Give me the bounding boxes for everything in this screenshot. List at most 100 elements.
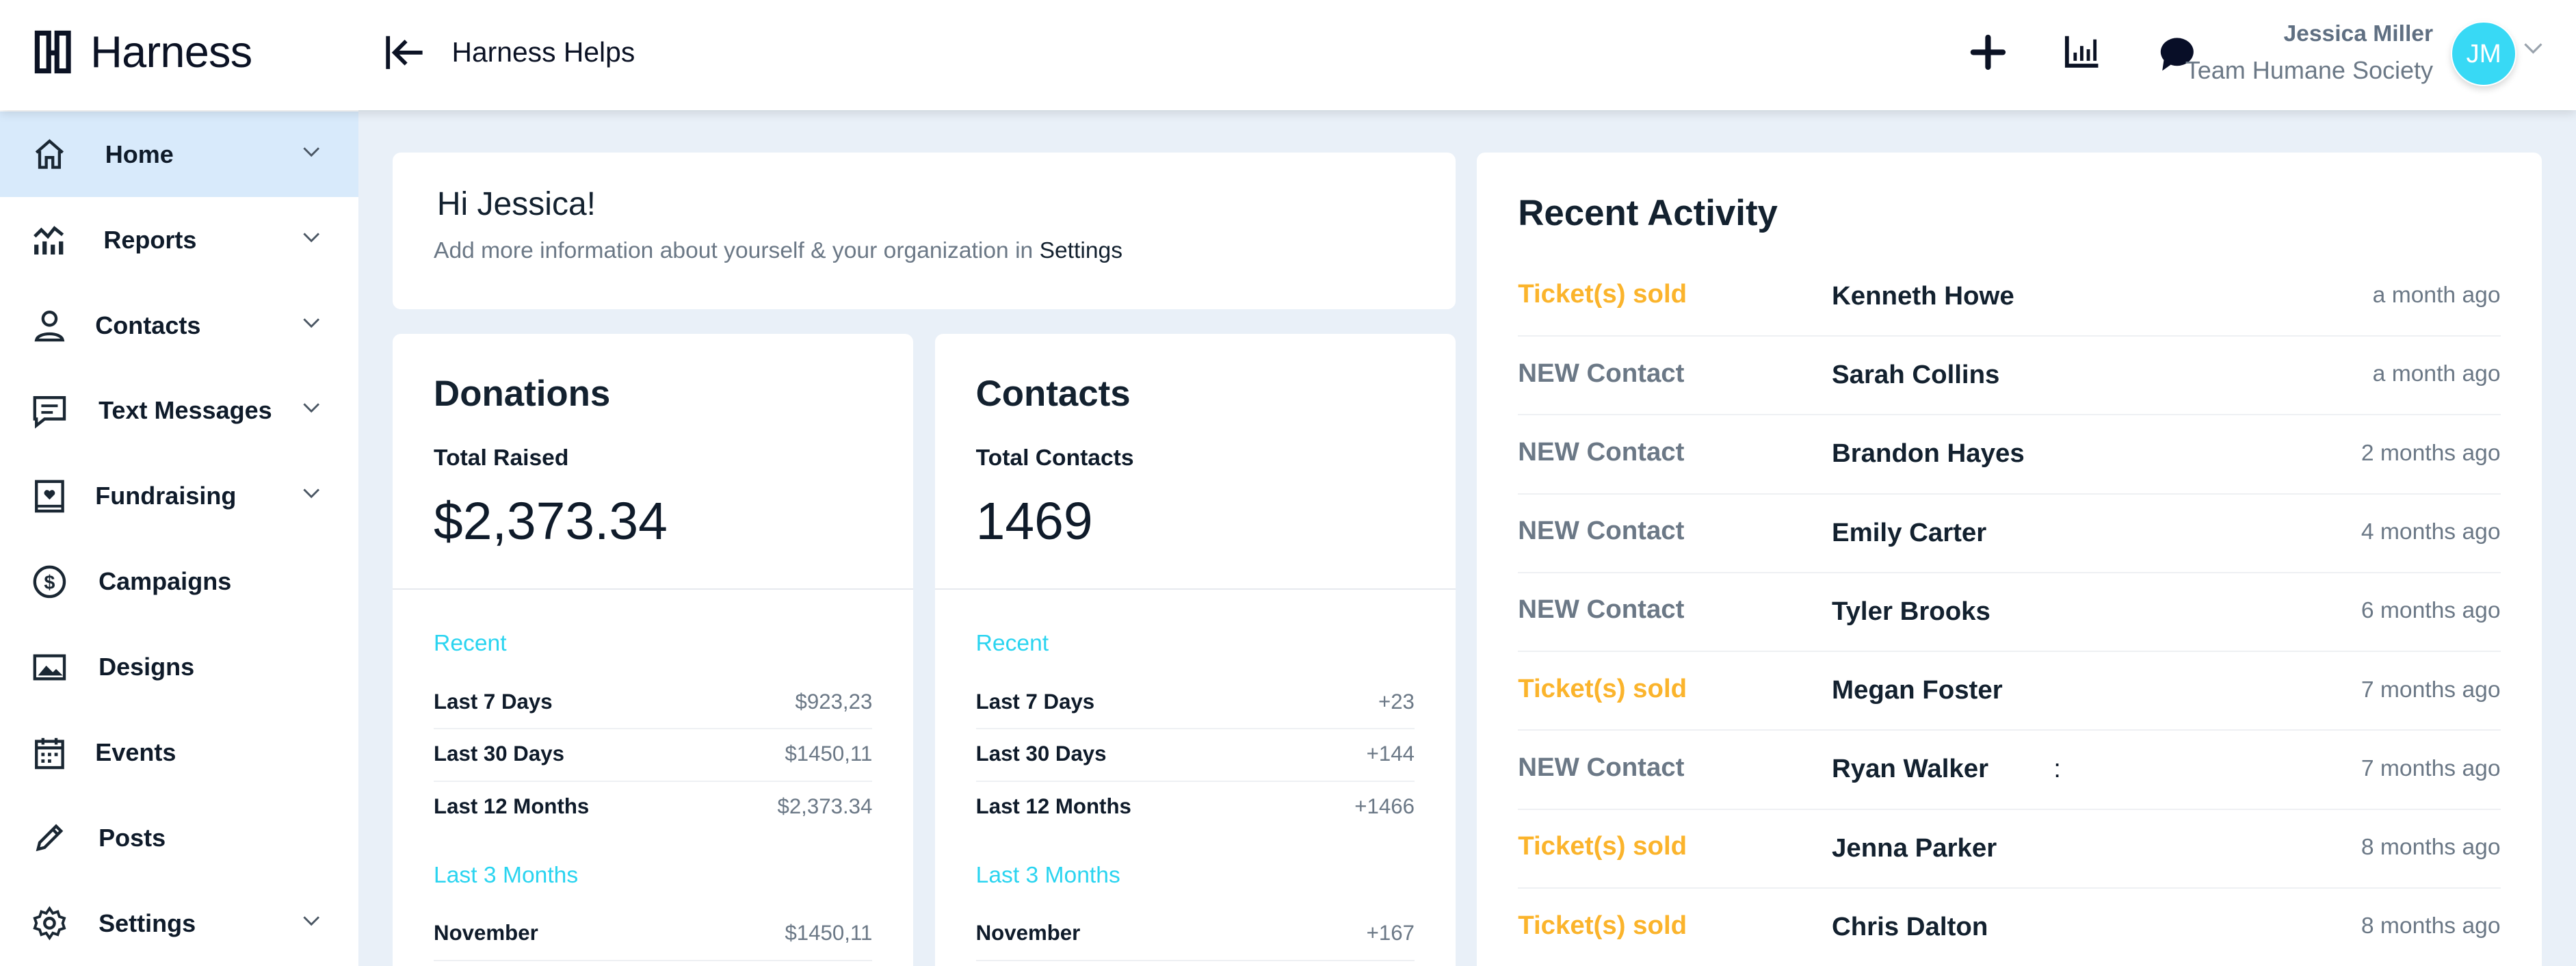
sidebar-item-campaigns[interactable]: $ Campaigns <box>0 539 358 625</box>
sidebar-item-fundraising[interactable]: Fundraising <box>0 454 358 539</box>
logo[interactable]: Harness <box>31 26 252 77</box>
activity-item[interactable]: Ticket(s) sold Jenna Parker 8 months ago <box>1518 809 2501 889</box>
month-label: November <box>975 921 1081 945</box>
welcome-text: Add more information about yourself & yo… <box>434 238 1122 264</box>
activity-type: NEW Contact <box>1518 753 1685 783</box>
gear-icon <box>32 906 66 941</box>
chevron-down-icon[interactable] <box>302 488 320 499</box>
activity-item[interactable]: Ticket(s) sold Kenneth Howe a month ago <box>1518 257 2501 337</box>
sidebar-item-contacts[interactable]: Contacts <box>0 283 358 368</box>
activity-item[interactable]: NEW Contact Ryan Walker: 7 months ago <box>1518 729 2501 810</box>
chevron-down-icon[interactable] <box>302 915 320 927</box>
activity-type: NEW Contact <box>1518 516 1685 546</box>
activity-name[interactable]: Ryan Walker <box>1831 754 1989 784</box>
activity-name[interactable]: Brandon Hayes <box>1831 439 2025 469</box>
period-value: $2,373.34 <box>777 794 873 819</box>
activity-time: 6 months ago <box>2361 598 2501 624</box>
period-value: +1466 <box>1354 794 1415 819</box>
recent-section-label: Recent <box>975 631 1049 657</box>
activity-item[interactable]: Ticket(s) sold Chris Dalton 8 months ago <box>1518 887 2500 966</box>
period-label: Last 7 Days <box>434 689 553 714</box>
sidebar-item-home[interactable]: Home <box>0 112 358 198</box>
dollar-icon: $ <box>33 565 66 598</box>
avatar[interactable]: JM <box>2451 21 2516 87</box>
sidebar-item-label: Settings <box>98 909 196 937</box>
sidebar-item-posts[interactable]: Posts <box>0 795 358 880</box>
recent-activity-card: Recent Activity Ticket(s) sold Kenneth H… <box>1477 153 2542 966</box>
image-icon <box>33 654 66 681</box>
activity-name[interactable]: Jenna Parker <box>1831 833 1997 863</box>
sidebar-item-text-messages[interactable]: Text Messages <box>0 368 358 454</box>
activity-type: Ticket(s) sold <box>1518 279 1687 309</box>
user-team: Team Humane Society <box>2185 55 2434 84</box>
activity-name[interactable]: Sarah Collins <box>1831 359 2000 389</box>
divider <box>393 588 914 590</box>
chevron-down-icon[interactable] <box>2523 42 2543 55</box>
period-label: Last 12 Months <box>434 794 590 819</box>
activity-time: a month ago <box>2372 361 2501 387</box>
sidebar-item-designs[interactable]: Designs <box>0 625 358 710</box>
message-icon <box>33 396 66 429</box>
period-label: Last 12 Months <box>975 794 1131 819</box>
svg-text:$: $ <box>44 572 55 594</box>
activity-name[interactable]: Kenneth Howe <box>1831 280 2014 311</box>
chat-bubble-icon[interactable] <box>2157 36 2197 73</box>
sidebar-item-reports[interactable]: Reports <box>0 197 358 283</box>
plus-icon[interactable] <box>1970 34 2006 70</box>
activity-item[interactable]: NEW Contact Emily Carter 4 months ago <box>1518 493 2501 573</box>
user-name[interactable]: Jessica Miller <box>2283 21 2434 47</box>
sidebar-item-settings[interactable]: Settings <box>0 880 358 966</box>
sidebar-item-label: Fundraising <box>95 482 237 510</box>
activity-time: 8 months ago <box>2361 913 2501 939</box>
bar-chart-icon[interactable] <box>2064 33 2100 69</box>
activity-item[interactable]: NEW Contact Sarah Collins a month ago <box>1518 335 2501 416</box>
contacts-card: Contacts Total Contacts 1469 Recent Last … <box>934 333 1456 966</box>
stat-row: Last 7 Days $923,23 <box>434 675 873 729</box>
months-section-label: Last 3 Months <box>975 862 1120 888</box>
activity-item[interactable]: NEW Contact Tyler Brooks 6 months ago <box>1518 572 2501 653</box>
calendar-icon <box>34 737 64 769</box>
activity-time: 7 months ago <box>2361 755 2501 781</box>
activity-name[interactable]: Emily Carter <box>1831 517 1987 547</box>
total-value: 1469 <box>975 492 1093 551</box>
activity-time: 4 months ago <box>2361 519 2501 545</box>
period-value: $923,23 <box>795 689 873 714</box>
settings-link[interactable]: Settings <box>1039 238 1123 264</box>
activity-name[interactable]: Tyler Brooks <box>1831 596 1990 626</box>
period-label: Last 30 Days <box>975 742 1107 766</box>
activity-name[interactable]: Chris Dalton <box>1831 911 1988 941</box>
activity-time: 7 months ago <box>2361 677 2501 703</box>
period-value: +144 <box>1366 742 1415 766</box>
chevron-down-icon[interactable] <box>302 402 320 414</box>
stat-row: Last 12 Months $2,373.34 <box>434 781 872 833</box>
app-title: Harness Helps <box>451 36 635 68</box>
month-row: November $1450,11 <box>434 907 873 961</box>
welcome-message: Add more information about yourself & yo… <box>434 238 1040 264</box>
greeting: Hi Jessica! <box>436 186 596 223</box>
months-section-label: Last 3 Months <box>434 862 579 888</box>
recent-section-label: Recent <box>434 631 507 657</box>
brand-name: Harness <box>90 27 252 77</box>
sidebar-item-events[interactable]: Events <box>0 710 358 796</box>
activity-item[interactable]: Ticket(s) sold Megan Foster 7 months ago <box>1518 651 2501 731</box>
activity-time: a month ago <box>2372 283 2501 309</box>
stat-row: Last 30 Days $1450,11 <box>434 728 873 782</box>
total-label: Total Raised <box>434 445 569 471</box>
chevron-down-icon[interactable] <box>302 232 320 244</box>
chevron-down-icon[interactable] <box>302 317 320 329</box>
activity-type: NEW Contact <box>1518 595 1685 625</box>
harness-logo-icon <box>34 30 71 74</box>
activity-extra: : <box>2053 754 2061 784</box>
activity-type: Ticket(s) sold <box>1518 910 1687 940</box>
sidebar-item-label: Campaigns <box>98 567 232 596</box>
period-value: $1450,11 <box>785 742 873 766</box>
month-row: November +167 <box>975 907 1415 961</box>
sidebar-item-label: Events <box>95 738 176 766</box>
activity-item[interactable]: NEW Contact Brandon Hayes 2 months ago <box>1518 414 2501 495</box>
chevron-down-icon[interactable] <box>302 146 320 158</box>
collapse-sidebar-icon[interactable] <box>383 33 425 73</box>
sidebar: Home Reports Contacts Text Messages Fund… <box>0 109 358 966</box>
sidebar-item-label: Posts <box>98 823 166 852</box>
activity-name[interactable]: Megan Foster <box>1831 675 2003 705</box>
total-label: Total Contacts <box>975 445 1134 471</box>
